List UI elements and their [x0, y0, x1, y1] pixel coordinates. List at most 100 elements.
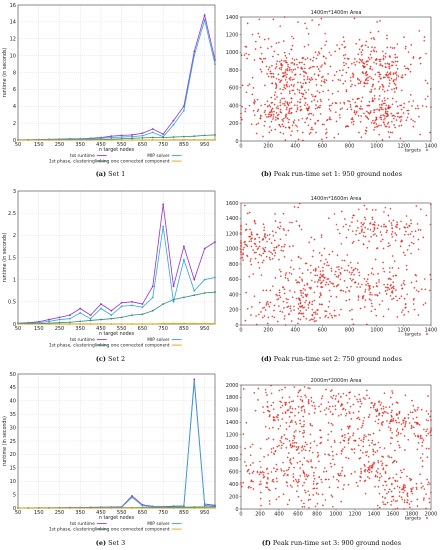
- data-point-link: [120, 323, 123, 325]
- target-point: [283, 315, 286, 317]
- target-point: [414, 230, 417, 233]
- target-point: [299, 81, 302, 84]
- target-point: [307, 461, 310, 463]
- target-point: [378, 476, 381, 479]
- target-point: [286, 73, 288, 76]
- target-point: [408, 422, 411, 424]
- target-point: [396, 507, 399, 510]
- target-point: [267, 437, 270, 440]
- target-point: [298, 281, 301, 284]
- target-point: [248, 235, 250, 238]
- target-point: [370, 88, 373, 91]
- target-point: [259, 117, 262, 120]
- data-point-link: [79, 323, 82, 325]
- target-point: [383, 97, 386, 100]
- target-point: [380, 108, 383, 111]
- target-point: [260, 70, 263, 73]
- target-point: [408, 225, 411, 227]
- target-point: [345, 223, 347, 226]
- target-point: [259, 447, 262, 450]
- target-point: [292, 457, 295, 459]
- target-point: [346, 108, 349, 111]
- target-point: [385, 231, 388, 234]
- target-point: [310, 236, 313, 239]
- caption-b-tag: (b): [261, 170, 272, 178]
- target-point: [290, 48, 293, 51]
- target-point: [359, 307, 362, 310]
- y-tick-label: 0: [235, 139, 238, 145]
- y-tick-label: 30: [10, 425, 16, 431]
- target-point: [311, 65, 314, 68]
- caption-a: (a) Set 1: [0, 170, 221, 178]
- target-point: [363, 81, 366, 84]
- target-point: [316, 274, 319, 277]
- target-point: [354, 101, 357, 104]
- target-point: [391, 409, 393, 412]
- legend-label-targets: targets: [405, 148, 422, 154]
- target-point: [327, 422, 330, 424]
- target-point: [290, 101, 293, 104]
- target-point: [314, 270, 317, 272]
- target-point: [286, 456, 289, 459]
- target-point: [276, 320, 279, 323]
- target-point: [382, 55, 385, 57]
- data-point-link: [37, 139, 40, 141]
- target-point: [240, 233, 242, 236]
- target-point: [430, 434, 432, 437]
- target-point: [272, 447, 275, 449]
- data-point-phase1: [131, 137, 133, 140]
- target-point: [373, 461, 375, 464]
- data-point-link: [162, 322, 165, 325]
- target-point: [301, 405, 304, 408]
- target-point: [392, 219, 395, 222]
- target-point: [282, 72, 285, 75]
- target-point: [334, 398, 337, 400]
- data-point-link: [172, 138, 175, 141]
- target-point: [284, 72, 286, 74]
- target-point: [305, 72, 308, 75]
- target-point: [274, 119, 277, 121]
- target-point: [411, 425, 413, 428]
- target-point: [426, 456, 429, 459]
- target-point: [405, 67, 407, 70]
- target-point: [262, 471, 265, 474]
- target-point: [390, 490, 393, 493]
- y-tick-label: 1400: [226, 216, 239, 222]
- target-point: [373, 46, 376, 49]
- target-point: [271, 253, 274, 255]
- target-point: [364, 470, 366, 473]
- target-point: [395, 421, 398, 424]
- target-point: [295, 110, 298, 113]
- target-point: [259, 480, 262, 483]
- target-point: [330, 396, 333, 398]
- target-point: [304, 301, 306, 304]
- target-point: [367, 476, 369, 478]
- target-point: [279, 221, 281, 224]
- target-point: [268, 415, 271, 418]
- target-point: [297, 317, 300, 320]
- target-point: [250, 123, 253, 126]
- target-point: [253, 295, 256, 298]
- target-point: [373, 122, 375, 125]
- data-point-tot: [131, 495, 133, 497]
- target-point: [411, 399, 413, 402]
- target-point: [416, 448, 419, 451]
- target-point: [292, 400, 295, 402]
- target-point: [304, 97, 307, 100]
- target-point: [343, 40, 346, 43]
- target-point: [344, 414, 347, 417]
- data-point-link: [68, 139, 71, 141]
- data-point-link: [37, 323, 40, 325]
- target-point: [398, 495, 401, 498]
- target-point: [421, 453, 424, 455]
- target-point: [246, 307, 249, 310]
- target-point: [246, 57, 248, 60]
- target-point: [290, 320, 293, 322]
- target-point: [297, 478, 300, 481]
- target-point: [400, 119, 403, 121]
- target-point: [417, 434, 419, 437]
- target-point: [387, 286, 390, 289]
- target-point: [316, 482, 319, 485]
- target-point: [296, 448, 299, 451]
- target-point: [368, 477, 371, 480]
